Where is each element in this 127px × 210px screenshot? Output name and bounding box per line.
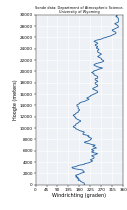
Y-axis label: Hoogte (meters): Hoogte (meters) <box>13 79 18 120</box>
X-axis label: Windrichting (graden): Windrichting (graden) <box>52 193 106 198</box>
Title: Sonde data: Department of Atmospheric Science, University of Wyoming: Sonde data: Department of Atmospheric Sc… <box>35 6 124 14</box>
